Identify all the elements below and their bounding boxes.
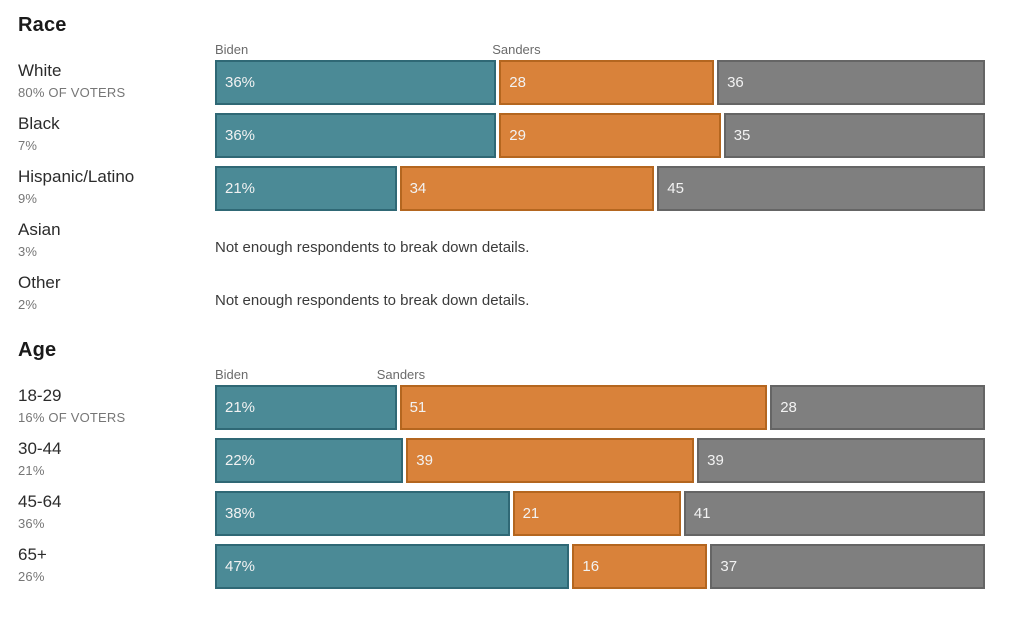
bar-row-hispanic-latino: Hispanic/Latino 9% 21% 34 45	[18, 166, 1024, 211]
segment-value-label: 39	[707, 452, 724, 469]
stacked-bar: 36% 28 36	[215, 60, 985, 105]
segment-value-label: 22%	[225, 452, 256, 469]
biden-bar-segment: 36%	[215, 113, 497, 158]
sanders-bar-segment: 39	[406, 438, 695, 483]
segment-value-label: 47%	[225, 558, 256, 575]
category-name: Asian	[18, 220, 61, 239]
other-bar-segment: 36	[717, 60, 985, 105]
segment-value-label: 28	[509, 74, 526, 91]
category-label: Black 7%	[18, 113, 215, 158]
segment-value-label: 34	[409, 180, 427, 197]
stacked-bar: 21% 51 28	[215, 385, 985, 430]
no-data-note: Not enough respondents to break down det…	[215, 292, 530, 309]
other-bar-segment: 28	[770, 385, 985, 430]
category-label: 18-29 16% OF VOTERS	[18, 385, 215, 430]
segment-value-label: 21%	[225, 399, 256, 416]
stacked-bar: 36% 29 35	[215, 113, 985, 158]
biden-bar-segment: 36%	[215, 60, 497, 105]
biden-bar-segment: 21%	[215, 385, 397, 430]
other-bar-segment: 41	[683, 491, 985, 536]
sanders-column-label: Sanders	[492, 42, 541, 57]
category-label: White 80% OF VOTERS	[18, 60, 215, 105]
segment-value-label: 36%	[225, 127, 256, 144]
segment-value-label: 16	[582, 558, 600, 575]
category-name: Hispanic/Latino	[18, 167, 135, 186]
segment-value-label: 39	[416, 452, 433, 469]
category-name: Black	[18, 114, 60, 133]
segment-value-label: 38%	[225, 505, 256, 522]
category-label: Other 2%	[18, 272, 215, 317]
note-row-other: Other 2% Not enough respondents to break…	[18, 272, 1024, 317]
other-bar-segment: 45	[657, 166, 985, 211]
stacked-bar: 38% 21 41	[215, 491, 985, 536]
sanders-bar-segment: 16	[572, 544, 708, 589]
biden-column-label: Biden	[215, 367, 249, 382]
category-name: 30-44	[18, 439, 62, 458]
segment-value-label: 41	[693, 505, 711, 522]
other-bar-segment: 35	[723, 113, 985, 158]
sanders-bar-segment: 51	[399, 385, 768, 430]
category-voter-share: 26%	[18, 569, 45, 584]
category-name: 65+	[18, 545, 47, 564]
category-name: 45-64	[18, 492, 62, 511]
category-label: 45-64 36%	[18, 491, 215, 536]
sanders-bar-segment: 29	[499, 113, 721, 158]
sanders-bar-segment: 28	[499, 60, 715, 105]
category-voter-share: 9%	[18, 191, 38, 206]
age-section: Age Biden Sanders 18-29 16% OF VOTERS 21…	[18, 339, 1024, 589]
segment-value-label: 51	[409, 399, 427, 416]
biden-bar-segment: 22%	[215, 438, 404, 483]
category-label: 30-44 21%	[18, 438, 215, 483]
segment-value-label: 36%	[225, 74, 256, 91]
biden-bar-segment: 38%	[215, 491, 510, 536]
note-row-asian: Asian 3% Not enough respondents to break…	[18, 219, 1024, 264]
race-section-title: Race	[18, 14, 67, 36]
stacked-bar: 21% 34 45	[215, 166, 985, 211]
category-label: Hispanic/Latino 9%	[18, 166, 215, 211]
category-voter-share: 16% OF VOTERS	[18, 410, 126, 425]
category-voter-share: 36%	[18, 516, 45, 531]
category-voter-share: 2%	[18, 297, 38, 312]
category-voter-share: 7%	[18, 138, 38, 153]
segment-value-label: 36	[727, 74, 744, 91]
bar-row-18-29: 18-29 16% OF VOTERS 21% 51 28	[18, 385, 1024, 430]
segment-value-label: 21%	[225, 180, 256, 197]
bar-row-45-64: 45-64 36% 38% 21 41	[18, 491, 1024, 536]
category-name: 18-29	[18, 386, 62, 405]
biden-bar-segment: 21%	[215, 166, 397, 211]
bar-row-white: White 80% OF VOTERS 36% 28 36	[18, 60, 1024, 105]
race-candidate-headers: Biden Sanders	[215, 36, 985, 60]
age-candidate-headers: Biden Sanders	[215, 361, 985, 385]
bar-row-65-plus: 65+ 26% 47% 16 37	[18, 544, 1024, 589]
biden-bar-segment: 47%	[215, 544, 570, 589]
sanders-bar-segment: 34	[399, 166, 655, 211]
bar-row-30-44: 30-44 21% 22% 39 39	[18, 438, 1024, 483]
biden-column-label: Biden	[215, 42, 249, 57]
exit-poll-chart: Race Biden Sanders White 80% OF VOTERS 3…	[18, 14, 1024, 589]
race-section: Race Biden Sanders White 80% OF VOTERS 3…	[18, 14, 1024, 317]
other-bar-segment: 37	[710, 544, 985, 589]
sanders-column-label: Sanders	[376, 367, 426, 382]
segment-value-label: 28	[780, 399, 797, 416]
category-name: White	[18, 61, 62, 80]
segment-value-label: 29	[509, 127, 526, 144]
other-bar-segment: 39	[697, 438, 985, 483]
category-voter-share: 80% OF VOTERS	[18, 85, 126, 100]
no-data-note: Not enough respondents to break down det…	[215, 239, 530, 256]
category-voter-share: 21%	[18, 463, 45, 478]
age-section-title: Age	[18, 339, 57, 361]
category-label: Asian 3%	[18, 219, 215, 264]
segment-value-label: 37	[720, 558, 738, 575]
stacked-bar: 22% 39 39	[215, 438, 985, 483]
segment-value-label: 45	[667, 180, 684, 197]
bar-row-black: Black 7% 36% 29 35	[18, 113, 1024, 158]
sanders-bar-segment: 21	[512, 491, 681, 536]
segment-value-label: 21	[522, 505, 540, 522]
category-label: 65+ 26%	[18, 544, 215, 589]
segment-value-label: 35	[733, 127, 751, 144]
category-voter-share: 3%	[18, 244, 38, 259]
category-name: Other	[18, 273, 61, 292]
stacked-bar: 47% 16 37	[215, 544, 985, 589]
